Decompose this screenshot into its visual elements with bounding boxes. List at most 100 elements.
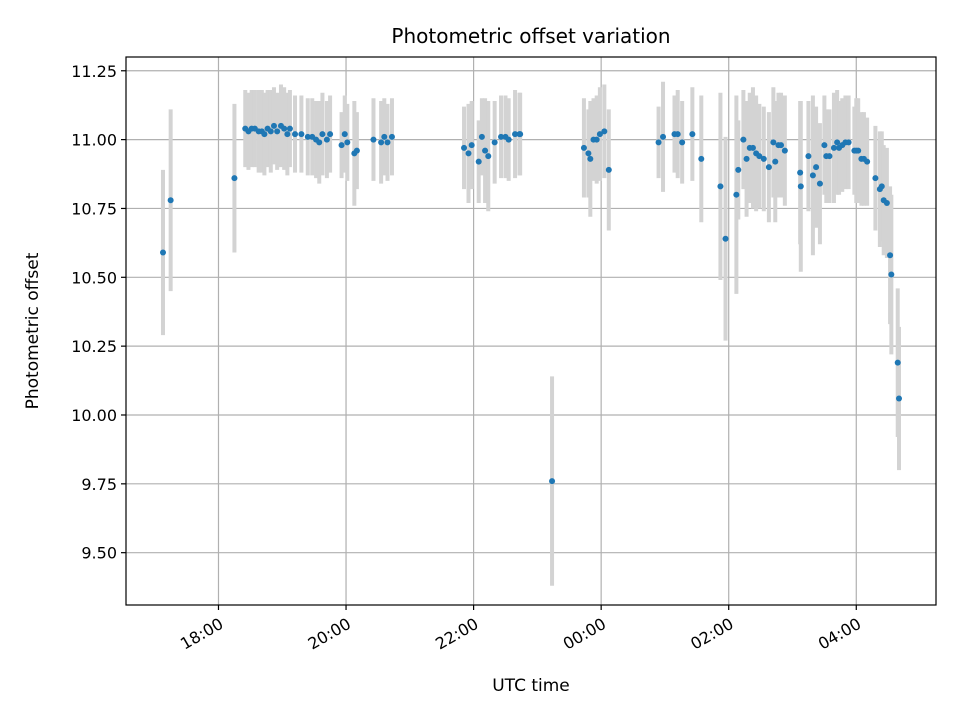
data-point [805, 153, 812, 160]
data-point [740, 136, 747, 143]
data-point [855, 147, 862, 154]
data-point [722, 235, 729, 242]
y-tick-label: 10.00 [71, 406, 117, 425]
data-point [587, 155, 594, 162]
data-point [517, 131, 524, 138]
data-point [159, 249, 166, 256]
data-point [733, 191, 740, 198]
data-point [896, 395, 903, 402]
data-point [717, 183, 724, 190]
data-point [231, 175, 238, 182]
data-point [605, 166, 612, 173]
data-point [781, 147, 788, 154]
data-point [601, 128, 608, 135]
data-point [327, 131, 334, 138]
data-point [465, 150, 472, 157]
data-point [498, 133, 505, 140]
y-tick-label: 9.50 [81, 544, 117, 563]
data-point [816, 180, 823, 187]
data-point [655, 139, 662, 146]
data-point [167, 197, 174, 204]
data-point [281, 125, 288, 132]
data-point [778, 142, 785, 149]
data-point [370, 136, 377, 143]
data-point [797, 169, 804, 176]
data-point [512, 131, 519, 138]
data-point [872, 175, 879, 182]
data-point [809, 172, 816, 179]
data-point [261, 131, 268, 138]
data-point [304, 133, 311, 140]
data-point [388, 133, 395, 140]
data-point [505, 136, 512, 143]
chart-title: Photometric offset variation [391, 24, 670, 48]
data-point [888, 271, 895, 278]
data-point [878, 183, 885, 190]
data-point [292, 131, 299, 138]
data-point [743, 155, 750, 162]
data-point [344, 139, 351, 146]
data-point [864, 158, 871, 165]
y-tick-label: 10.75 [71, 199, 117, 218]
data-point [580, 144, 587, 151]
data-point [765, 164, 772, 171]
data-point [826, 153, 833, 160]
data-point [485, 153, 492, 160]
data-points [159, 122, 903, 485]
data-point [461, 144, 468, 151]
data-point [384, 139, 391, 146]
data-point [887, 252, 894, 259]
data-point [660, 133, 667, 140]
data-point [267, 128, 274, 135]
data-point [770, 139, 777, 146]
data-point [274, 128, 281, 135]
y-axis-label: Photometric offset [23, 252, 43, 409]
data-point [883, 199, 890, 206]
data-point [735, 166, 742, 173]
y-tick-label: 10.25 [71, 337, 117, 356]
y-tick-label: 10.50 [71, 268, 117, 287]
data-point [596, 131, 603, 138]
data-point [270, 122, 277, 129]
data-point [894, 359, 901, 366]
data-point [834, 139, 841, 146]
data-point [468, 142, 475, 149]
data-point [593, 136, 600, 143]
data-point [549, 478, 556, 485]
plot-frame [125, 56, 937, 606]
data-point [338, 142, 345, 149]
y-tick-label: 9.75 [81, 475, 117, 494]
y-tick-label: 11.25 [71, 62, 117, 81]
data-point [323, 136, 330, 143]
data-point [679, 139, 686, 146]
data-point [772, 158, 779, 165]
data-point [845, 139, 852, 146]
x-axis-label: UTC time [492, 676, 570, 696]
data-point [284, 131, 291, 138]
data-point [491, 139, 498, 146]
data-point [286, 125, 293, 132]
data-point [319, 131, 326, 138]
data-point [482, 147, 489, 154]
data-point [760, 155, 767, 162]
data-point [689, 131, 696, 138]
data-point [821, 142, 828, 149]
data-point [378, 139, 385, 146]
data-point [749, 144, 756, 151]
data-point [341, 131, 348, 138]
y-tick-label: 11.00 [71, 131, 117, 150]
data-point [797, 183, 804, 190]
data-point [674, 131, 681, 138]
y-axis-ticks: 9.50 9.75 10.00 10.25 10.50 10.75 11.00 11.25 [71, 62, 126, 563]
data-point [316, 139, 323, 146]
data-point [585, 150, 592, 157]
data-point [756, 153, 763, 160]
data-point [353, 147, 360, 154]
data-point [813, 164, 820, 171]
data-point [475, 158, 482, 165]
data-point [298, 131, 305, 138]
data-point [478, 133, 485, 140]
data-point [381, 133, 388, 140]
data-point [698, 155, 705, 162]
